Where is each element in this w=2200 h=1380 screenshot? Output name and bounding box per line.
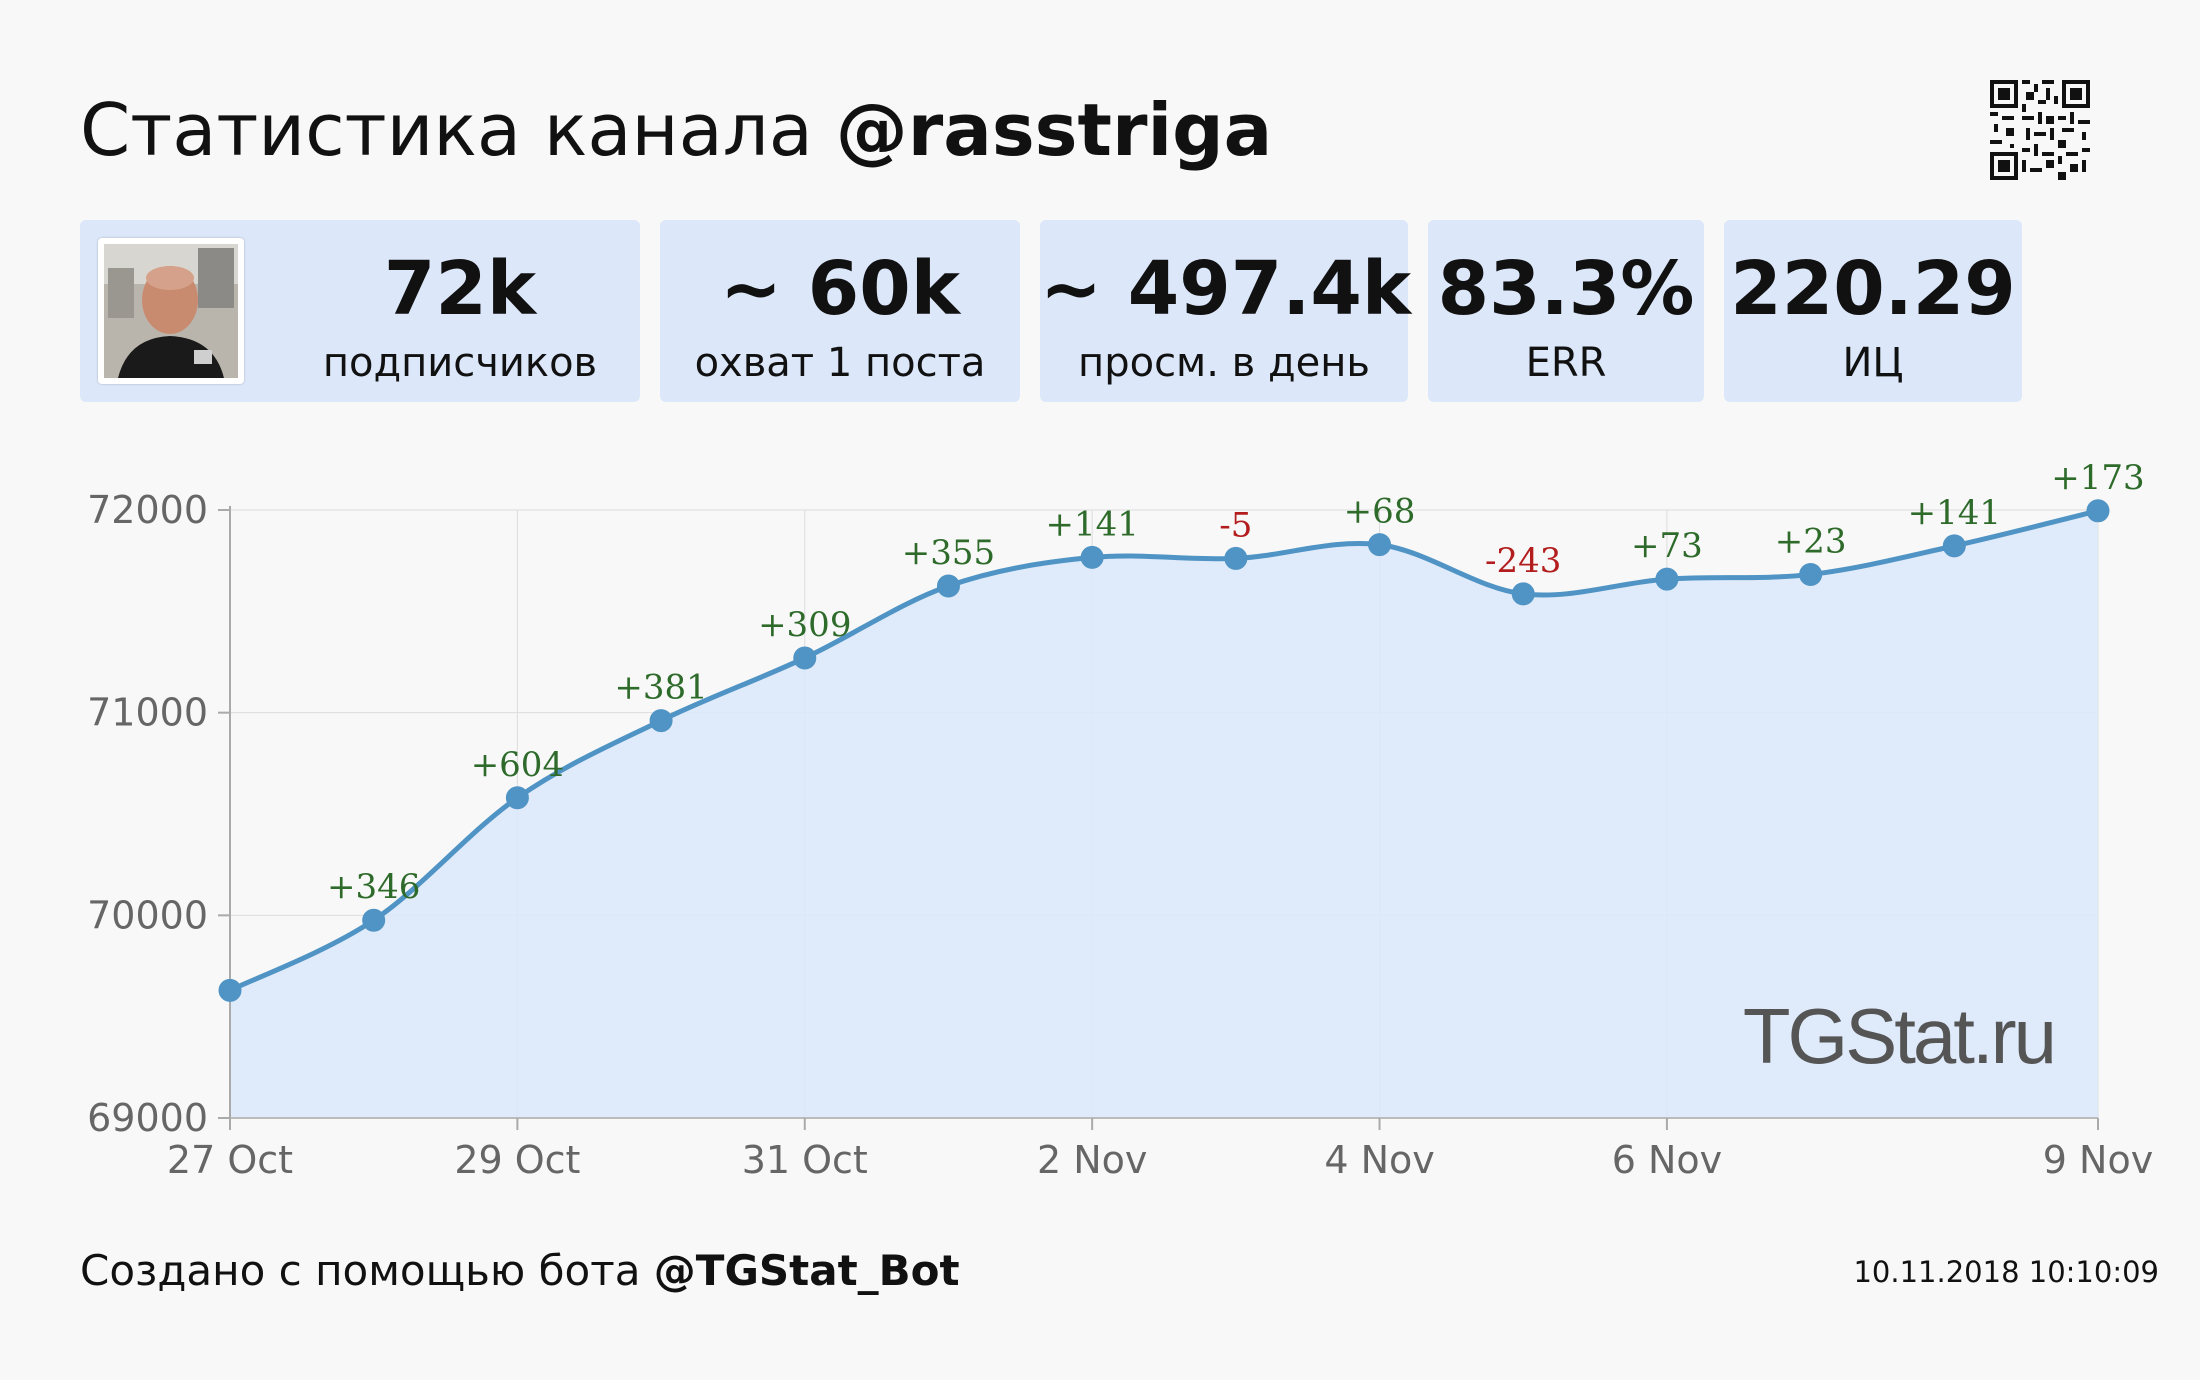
data-label: +173: [2051, 458, 2144, 498]
data-label: +355: [902, 533, 995, 573]
x-tick-label: 2 Nov: [1037, 1138, 1147, 1182]
data-label: +604: [471, 745, 564, 785]
stat-card-subscribers: 72k подписчиков: [80, 220, 640, 402]
qr-code-icon: [1990, 80, 2090, 180]
y-tick-label: 70000: [87, 893, 208, 937]
x-tick-label: 9 Nov: [2043, 1138, 2153, 1182]
x-tick-label: 29 Oct: [454, 1138, 580, 1182]
stat-card-reach: ~ 60k охват 1 поста: [660, 220, 1020, 402]
data-point: [505, 786, 529, 810]
data-label: +141: [1908, 493, 2001, 533]
err-value: 83.3%: [1437, 246, 1695, 332]
data-label: +141: [1045, 504, 1138, 544]
x-tick-label: 6 Nov: [1612, 1138, 1722, 1182]
y-tick-label: 72000: [87, 488, 208, 532]
data-point: [1655, 567, 1679, 591]
data-label: +309: [758, 605, 851, 645]
data-label: -5: [1219, 505, 1252, 545]
data-point: [2086, 499, 2110, 523]
data-point: [1942, 534, 1966, 558]
data-point: [1224, 546, 1248, 570]
footer-bot-link[interactable]: @TGStat_Bot: [653, 1246, 960, 1295]
chart-area-fill: [230, 510, 2098, 1118]
y-tick-label: 71000: [87, 691, 208, 735]
footer-credit: Создано с помощью бота @TGStat_Bot: [80, 1243, 960, 1299]
subscribers-value: 72k: [383, 246, 537, 332]
x-tick-label: 31 Oct: [742, 1138, 868, 1182]
stat-card-citation-index: 220.29 ИЦ: [1724, 220, 2022, 402]
data-point: [1799, 562, 1823, 586]
data-point: [936, 574, 960, 598]
y-axis-ticks: 69000 70000 71000 72000: [87, 488, 230, 1140]
x-tick-label: 4 Nov: [1324, 1138, 1434, 1182]
data-point: [649, 709, 673, 733]
footer-timestamp: 10.11.2018 10:10:09: [1853, 1255, 2159, 1289]
chart-points: [218, 499, 2110, 1002]
subscribers-label: подписчиков: [322, 340, 598, 386]
page-title: Статистика канала @rasstriga: [80, 82, 1272, 178]
reach-label: охват 1 поста: [694, 340, 986, 386]
data-point: [1080, 545, 1104, 569]
citation-index-value: 220.29: [1730, 246, 2016, 332]
channel-name: @rasstriga: [835, 88, 1273, 172]
daily-views-label: просм. в день: [1078, 340, 1370, 386]
watermark-logo: TGStat.ru: [1743, 992, 2054, 1080]
channel-avatar: [98, 238, 244, 384]
data-point: [362, 908, 386, 932]
daily-views-value: ~ 497.4k: [1040, 246, 1412, 332]
footer-created-prefix: Создано с помощью бота: [80, 1246, 641, 1295]
data-label: -243: [1485, 541, 1561, 581]
data-label: +73: [1631, 526, 1703, 566]
x-axis-ticks: 27 Oct 29 Oct 31 Oct 2 Nov 4 Nov 6 Nov 9 Nov: [167, 1118, 2153, 1182]
chart-point-labels: +346 +604 +381 +309 +355 +141 -5 +68 -243 +73 +23 +…: [327, 458, 2145, 907]
stat-card-daily-views: ~ 497.4k просм. в день: [1040, 220, 1412, 402]
err-label: ERR: [1525, 340, 1607, 386]
data-label: +68: [1344, 492, 1416, 532]
citation-index-label: ИЦ: [1842, 340, 1904, 386]
y-tick-label: 69000: [87, 1096, 208, 1140]
data-point: [793, 646, 817, 670]
data-point: [218, 978, 242, 1002]
reach-value: ~ 60k: [720, 246, 960, 332]
data-point: [1511, 582, 1535, 606]
data-label: +346: [327, 867, 420, 907]
title-prefix: Статистика канала: [80, 88, 813, 172]
stat-card-err: 83.3% ERR: [1428, 220, 1704, 402]
x-tick-label: 27 Oct: [167, 1138, 293, 1182]
data-label: +381: [614, 668, 707, 708]
data-point: [1368, 533, 1392, 557]
data-label: +23: [1775, 521, 1847, 561]
